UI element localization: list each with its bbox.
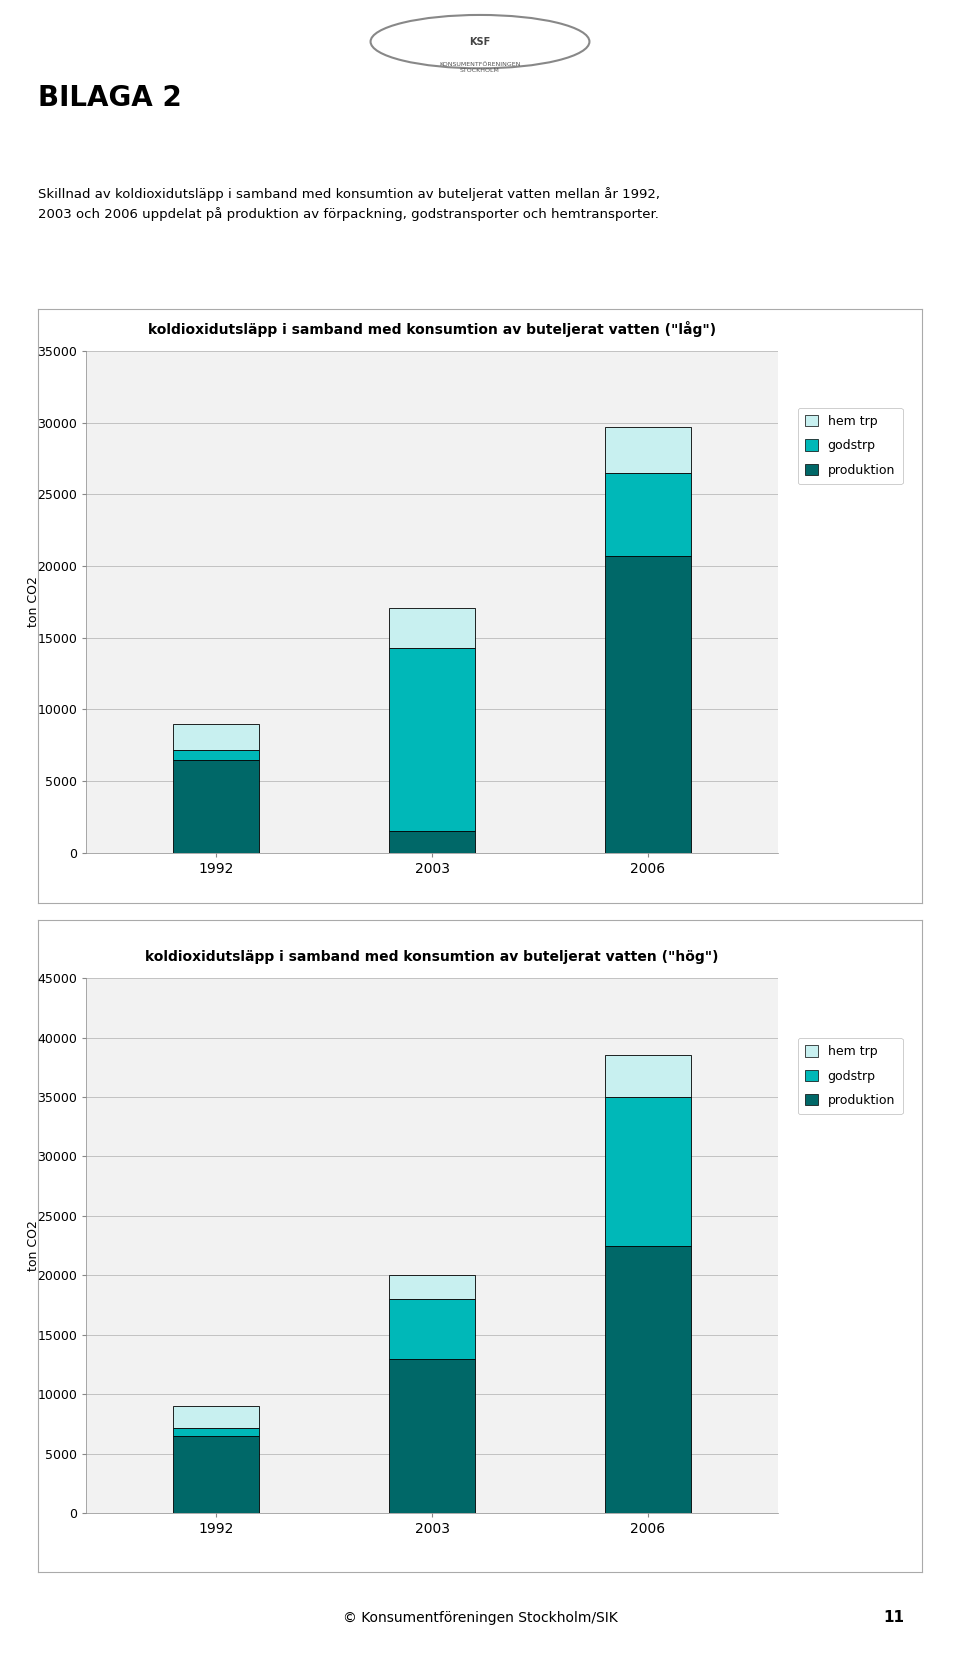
Bar [173, 1436, 259, 1513]
Text: 11: 11 [883, 1610, 904, 1625]
Bar [605, 426, 691, 473]
Title: koldioxidutsläpp i samband med konsumtion av buteljerat vatten ("låg"): koldioxidutsläpp i samband med konsumtio… [148, 321, 716, 338]
Bar [605, 1055, 691, 1097]
Text: KONSUMENTFÖRENINGEN
STOCKHOLM: KONSUMENTFÖRENINGEN STOCKHOLM [440, 62, 520, 74]
Bar [605, 473, 691, 557]
Bar [173, 724, 259, 749]
Legend: hem trp, godstrp, produktion: hem trp, godstrp, produktion [798, 1038, 902, 1114]
Bar [173, 749, 259, 759]
Text: © Konsumentföreningen Stockholm/SIK: © Konsumentföreningen Stockholm/SIK [343, 1610, 617, 1625]
Bar [605, 557, 691, 853]
Bar [173, 759, 259, 853]
Bar [389, 607, 475, 647]
Legend: hem trp, godstrp, produktion: hem trp, godstrp, produktion [798, 408, 902, 483]
Bar [389, 1359, 475, 1513]
Bar [389, 647, 475, 831]
Text: KSF: KSF [469, 37, 491, 47]
Bar [389, 831, 475, 853]
Bar [173, 1406, 259, 1428]
Text: Skillnad av koldioxidutsläpp i samband med konsumtion av buteljerat vatten mella: Skillnad av koldioxidutsläpp i samband m… [38, 187, 660, 221]
Bar [173, 1428, 259, 1436]
Title: koldioxidutsläpp i samband med konsumtion av buteljerat vatten ("hög"): koldioxidutsläpp i samband med konsumtio… [145, 950, 719, 965]
Bar [605, 1097, 691, 1246]
Text: BILAGA 2: BILAGA 2 [38, 84, 182, 112]
Bar [389, 1299, 475, 1359]
Y-axis label: ton CO2: ton CO2 [27, 577, 39, 627]
Bar [605, 1246, 691, 1513]
Bar [389, 1276, 475, 1299]
Y-axis label: ton CO2: ton CO2 [27, 1221, 39, 1271]
